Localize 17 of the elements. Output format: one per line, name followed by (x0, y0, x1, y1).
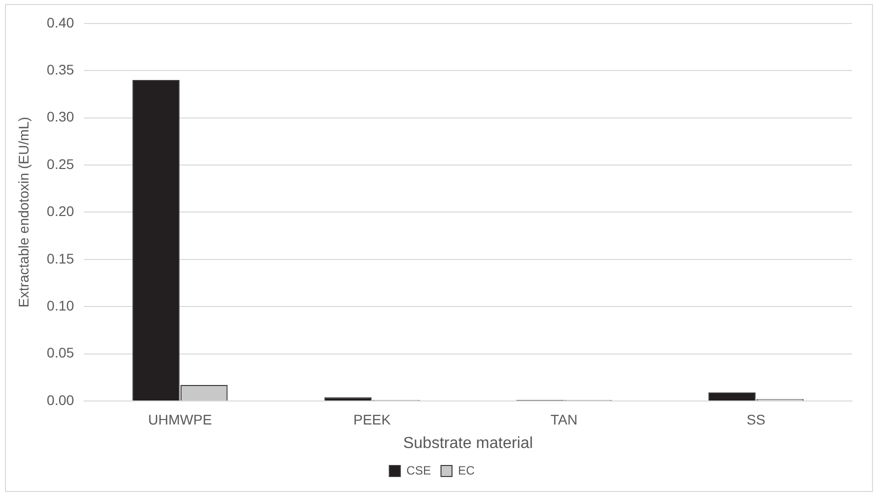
y-axis-title: Extractable endotoxin (EU/mL) (15, 116, 32, 308)
x-tick-label: SS (746, 411, 766, 428)
x-tick-label: UHMWPE (148, 411, 212, 428)
x-tick-label: PEEK (353, 411, 392, 428)
y-tick-label: 0.40 (46, 14, 74, 30)
y-tick-label: 0.35 (46, 61, 74, 78)
y-tick-label: 0.00 (46, 392, 74, 408)
y-tick-label: 0.20 (46, 203, 74, 220)
y-tick-label: 0.10 (46, 297, 74, 314)
x-axis-title: Substrate material (403, 434, 533, 452)
y-tick-label: 0.30 (46, 108, 74, 125)
y-tick-label: 0.25 (46, 156, 74, 172)
x-tick-label: TAN (550, 411, 578, 428)
y-tick-label: 0.15 (46, 250, 74, 266)
y-tick-label: 0.05 (46, 344, 74, 361)
legend-label: EC (458, 463, 476, 478)
legend-label: CSE (406, 463, 432, 478)
